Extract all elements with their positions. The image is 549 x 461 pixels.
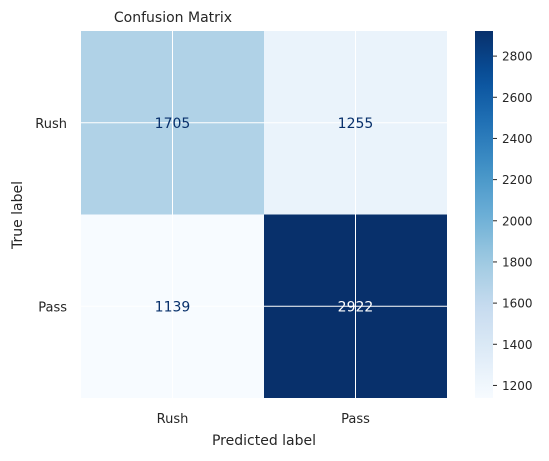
colorbar-tick-label: 2400 xyxy=(502,132,533,146)
y-tick-labels: Rush Pass xyxy=(35,117,67,316)
cell-value-labels: 1705 1255 1139 2922 xyxy=(155,116,374,316)
colorbar-tick-label: 2000 xyxy=(502,214,533,228)
y-tick-label: Pass xyxy=(38,300,67,315)
colorbar-ticks: 1200 1400 1600 1800 2000 2200 2400 2600 2800 xyxy=(493,50,533,393)
x-tick-labels: Rush Pass xyxy=(157,412,370,427)
cell-value-label: 1139 xyxy=(155,299,191,315)
x-tick-label: Rush xyxy=(157,412,189,427)
colorbar xyxy=(475,31,493,398)
y-axis-label: True label xyxy=(10,181,26,250)
cell-value-label: 1705 xyxy=(155,116,191,132)
heatmap-gridlines xyxy=(81,31,447,398)
x-axis-label: Predicted label xyxy=(212,433,316,449)
cell-value-label: 1255 xyxy=(338,116,374,132)
colorbar-tick-label: 1600 xyxy=(502,297,533,311)
colorbar-tick-label: 1400 xyxy=(502,338,533,352)
y-tick-label: Rush xyxy=(35,117,67,132)
chart-title: Confusion Matrix xyxy=(114,10,232,26)
colorbar-tick-label: 2600 xyxy=(502,91,533,105)
colorbar-tick-label: 2800 xyxy=(502,50,533,64)
heatmap-cells xyxy=(81,31,447,398)
colorbar-tick-label: 2200 xyxy=(502,173,533,187)
cell-value-label: 2922 xyxy=(338,299,374,315)
x-tick-label: Pass xyxy=(341,412,370,427)
colorbar-tick-label: 1800 xyxy=(502,255,533,269)
colorbar-tick-label: 1200 xyxy=(502,379,533,393)
